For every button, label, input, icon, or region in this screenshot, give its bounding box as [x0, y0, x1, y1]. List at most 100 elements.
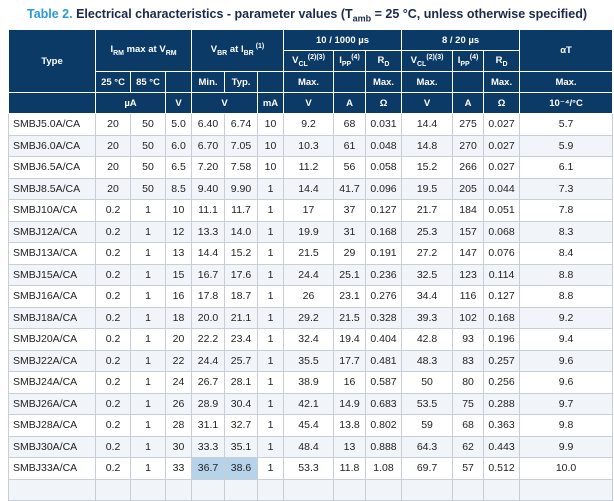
table-row: SMBJ18A/CA 0.2 1 18 20.0 21.1 1 29.2 21.5 0.328 39…	[8, 306, 614, 329]
cell-ibr: 1	[257, 328, 285, 351]
cell-irm-25c: 0.2	[95, 328, 131, 351]
cell-vcl-2: 15.2	[401, 156, 454, 179]
cell-irm-85c: 50	[130, 134, 166, 157]
cell-type: SMBJ6.5A/CA	[8, 156, 96, 179]
cell-irm-85c: 50	[130, 156, 166, 179]
cell-irm-85c: 1	[130, 328, 166, 351]
header-max: Max.	[401, 71, 454, 93]
cell-ipp-1: 19.4	[333, 328, 367, 351]
cell-irm-25c: 0.2	[95, 242, 131, 265]
header-vbr: VBR at IBR (1)	[191, 29, 285, 72]
cell-vbr-min: 20.0	[191, 306, 226, 329]
cell-vrm	[164, 478, 193, 501]
cell-alpha-t: 9.6	[519, 371, 614, 394]
cell-vcl-2: 48.3	[401, 349, 454, 372]
header-blank	[8, 92, 96, 114]
cell-irm-85c: 50	[130, 113, 166, 136]
table-row: SMBJ33A/CA 0.2 1 33 36.7 38.6 1 53.3 11.8 1.08 69.…	[8, 457, 614, 480]
cell-vbr-min: 26.7	[191, 371, 226, 394]
cell-ipp-2: 123	[452, 263, 485, 286]
table-caption: Table 2. Electrical characteristics - pa…	[0, 0, 614, 28]
header-rd-2: RD	[483, 50, 521, 72]
cell-vbr-typ: 15.2	[224, 242, 259, 265]
cell-vcl-1: 11.2	[283, 156, 335, 179]
cell-alpha-t: 8.3	[519, 220, 614, 243]
table-row: SMBJ22A/CA 0.2 1 22 24.4 25.7 1 35.5 17.7 0.481 48…	[8, 349, 614, 372]
cell-irm-25c	[95, 478, 131, 501]
table-row: SMBJ15A/CA 0.2 1 15 16.7 17.6 1 24.4 25.1 0.236 32…	[8, 263, 614, 286]
header-pulse-8-20: 8 / 20 µs	[401, 29, 521, 51]
table-row: SMBJ24A/CA 0.2 1 24 26.7 28.1 1 38.9 16 0.587 50 80…	[8, 371, 614, 394]
table-row: SMBJ26A/CA 0.2 1 26 28.9 30.4 1 42.1 14.9 0.683 53…	[8, 392, 614, 415]
cell-rd-1: 0.236	[365, 263, 403, 286]
cell-ipp-1: 13	[333, 435, 367, 458]
cell-ipp-2: 75	[452, 392, 485, 415]
cell-ibr: 1	[257, 285, 285, 308]
cell-alpha-t: 5.7	[519, 113, 614, 136]
header-irm-max: IRM max at VRM	[94, 29, 193, 72]
table-row: SMBJ30A/CA 0.2 1 30 33.3 35.1 1 48.4 13 0.888 64.3…	[8, 435, 614, 458]
cell-alpha-t: 9.9	[519, 435, 614, 458]
cell-ibr: 1	[257, 220, 285, 243]
cell-vbr-min: 22.2	[191, 328, 226, 351]
cell-vrm: 18	[164, 306, 193, 329]
cell-irm-85c: 1	[130, 349, 166, 372]
cell-vbr-min	[191, 478, 226, 501]
cell-vbr-min: 24.4	[191, 349, 226, 372]
cell-irm-25c: 0.2	[95, 199, 131, 222]
table-row: SMBJ6.0A/CA 20 50 6.0 6.70 7.05 10 10.3 61 0.048 1…	[8, 134, 614, 157]
cell-rd-2: 0.512	[483, 457, 521, 480]
electrical-characteristics-table: Type IRM max at VRM VBR at IBR (1) 10 / …	[8, 29, 614, 501]
cell-rd-2: 0.076	[483, 242, 521, 265]
cell-rd-1: 0.328	[365, 306, 403, 329]
cell-ibr	[257, 478, 285, 501]
cell-ipp-1: 14.9	[333, 392, 367, 415]
caption-title-rest: = 25 °C, unless otherwise specified)	[371, 7, 587, 21]
cell-vrm: 30	[164, 435, 193, 458]
cell-type: SMBJ22A/CA	[8, 349, 96, 372]
cell-rd-1: 0.048	[365, 134, 403, 157]
cell-ibr: 1	[257, 457, 285, 480]
cell-vbr-typ: 6.74	[224, 113, 259, 136]
cell-vcl-1: 19.9	[283, 220, 335, 243]
cell-irm-85c: 1	[130, 242, 166, 265]
table-number: Table 2.	[26, 7, 73, 21]
cell-vbr-min: 28.9	[191, 392, 226, 415]
cell-ipp-2: 270	[452, 134, 485, 157]
cell-irm-25c: 0.2	[95, 435, 131, 458]
unit-ohm: Ω	[483, 92, 521, 114]
caption-title-sub: amb	[352, 13, 372, 24]
cell-irm-85c: 1	[130, 285, 166, 308]
cell-ipp-2: 275	[452, 113, 485, 136]
cell-rd-2: 0.127	[483, 285, 521, 308]
cell-ibr: 10	[257, 134, 285, 157]
cell-vrm: 6.5	[164, 156, 193, 179]
cell-irm-85c: 1	[130, 220, 166, 243]
unit-a: A	[333, 92, 367, 114]
table-row: SMBJ6.5A/CA 20 50 6.5 7.20 7.58 10 11.2 56 0.058 1…	[8, 156, 614, 179]
cell-vbr-typ: 30.4	[224, 392, 259, 415]
cell-rd-2: 0.363	[483, 414, 521, 437]
cell-ibr: 1	[257, 392, 285, 415]
cell-vbr-typ	[224, 478, 259, 501]
cell-vbr-typ: 11.7	[224, 199, 259, 222]
cell-rd-2: 0.256	[483, 371, 521, 394]
unit-alpha: 10⁻⁴/°C	[519, 92, 614, 114]
cell-irm-85c: 1	[130, 371, 166, 394]
cell-type: SMBJ15A/CA	[8, 263, 96, 286]
cell-ipp-1: 17.7	[333, 349, 367, 372]
table-row: SMBJ20A/CA 0.2 1 20 22.2 23.4 1 32.4 19.4 0.404 42…	[8, 328, 614, 351]
cell-vcl-1	[283, 478, 335, 501]
cell-vrm: 28	[164, 414, 193, 437]
cell-vcl-1: 17	[283, 199, 335, 222]
cell-ipp-1: 41.7	[333, 177, 367, 200]
cell-rd-1: 0.096	[365, 177, 403, 200]
cell-ibr: 1	[257, 263, 285, 286]
cell-ipp-1: 31	[333, 220, 367, 243]
cell-alpha-t: 10.0	[519, 457, 614, 480]
unit-a: A	[452, 92, 485, 114]
cell-vcl-1: 32.4	[283, 328, 335, 351]
cell-ibr: 10	[257, 156, 285, 179]
cell-irm-85c: 1	[130, 435, 166, 458]
cell-vbr-typ: 38.6	[224, 457, 259, 480]
